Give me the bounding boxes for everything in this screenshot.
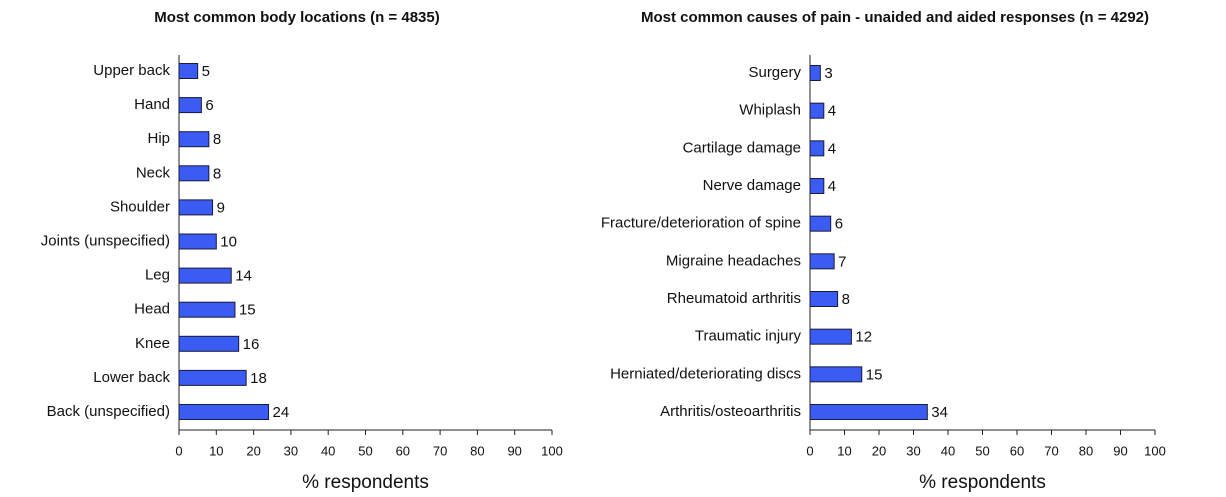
bar [178, 199, 214, 216]
data-label: 24 [273, 404, 290, 421]
bar [809, 404, 928, 420]
x-tick-label: 100 [541, 443, 563, 458]
data-label: 18 [250, 370, 267, 387]
bar [809, 65, 821, 81]
y-tick-label: Nerve damage [703, 177, 801, 194]
x-tick-label: 0 [806, 443, 813, 458]
data-label: 15 [866, 366, 883, 383]
bar [178, 335, 240, 352]
y-tick-label: Leg [145, 267, 170, 284]
x-tick-label: 20 [246, 443, 260, 458]
bar [178, 267, 232, 284]
x-tick-label: 90 [507, 443, 521, 458]
data-label: 7 [838, 253, 846, 270]
x-tick-label: 60 [396, 443, 410, 458]
data-label: 3 [824, 65, 832, 82]
data-label: 10 [220, 233, 237, 250]
y-tick-label: Traumatic injury [695, 328, 802, 345]
data-label: 16 [243, 336, 260, 353]
x-tick-label: 40 [321, 443, 335, 458]
x-tick-label: 70 [1044, 443, 1058, 458]
x-axis-label: % respondents [919, 472, 1046, 493]
y-tick-label: Upper back [93, 62, 170, 79]
bar [178, 97, 202, 114]
x-axis-label: % respondents [302, 472, 429, 493]
bar [178, 233, 217, 250]
bar [178, 369, 247, 386]
chart-title: Most common body locations (n = 4835) [154, 9, 439, 26]
data-label: 5 [202, 63, 210, 80]
data-label: 15 [239, 302, 256, 319]
y-tick-label: Migraine headaches [666, 252, 801, 269]
data-label: 6 [835, 216, 843, 233]
data-label: 4 [828, 103, 836, 120]
y-tick-label: Fracture/deterioration of spine [601, 215, 801, 232]
data-label: 8 [213, 165, 221, 182]
y-tick-label: Cartilage damage [683, 139, 801, 156]
x-tick-label: 100 [1144, 443, 1166, 458]
x-tick-label: 70 [433, 443, 447, 458]
x-tick-label: 0 [175, 443, 182, 458]
x-tick-label: 20 [872, 443, 886, 458]
data-label: 8 [213, 131, 221, 148]
x-tick-label: 60 [1010, 443, 1024, 458]
y-tick-label: Whiplash [739, 102, 801, 119]
bar [809, 253, 835, 270]
x-tick-label: 80 [470, 443, 484, 458]
bar [178, 165, 210, 182]
bar [809, 178, 825, 194]
bar [178, 63, 199, 79]
x-tick-label: 10 [209, 443, 223, 458]
bar [178, 404, 270, 420]
x-tick-label: 30 [284, 443, 298, 458]
data-label: 6 [205, 97, 213, 114]
bar [178, 131, 210, 148]
y-tick-label: Lower back [93, 369, 170, 386]
bar [809, 328, 852, 345]
x-tick-label: 50 [358, 443, 372, 458]
bar [809, 140, 825, 157]
data-label: 8 [842, 291, 850, 308]
bar [809, 291, 839, 307]
x-tick-label: 30 [906, 443, 920, 458]
x-tick-label: 50 [975, 443, 989, 458]
y-tick-label: Neck [136, 164, 171, 181]
y-tick-label: Knee [135, 335, 170, 352]
bar [809, 215, 832, 232]
y-tick-label: Back (unspecified) [47, 403, 170, 420]
y-tick-label: Hip [147, 130, 170, 147]
data-label: 12 [855, 329, 872, 346]
bar [809, 366, 863, 383]
y-tick-label: Hand [134, 96, 170, 113]
bar [809, 102, 825, 119]
x-tick-label: 80 [1079, 443, 1093, 458]
y-tick-label: Joints (unspecified) [41, 232, 170, 249]
x-tick-label: 40 [941, 443, 955, 458]
bar [178, 301, 236, 318]
y-tick-label: Herniated/deteriorating discs [610, 365, 801, 382]
y-tick-label: Head [134, 301, 170, 318]
data-label: 4 [828, 140, 836, 157]
data-label: 9 [217, 199, 225, 216]
data-label: 14 [235, 268, 252, 285]
data-label: 4 [828, 178, 836, 195]
x-tick-label: 10 [837, 443, 851, 458]
data-label: 34 [931, 404, 948, 421]
y-tick-label: Shoulder [110, 198, 170, 215]
chart-title: Most common causes of pain - unaided and… [641, 9, 1149, 26]
x-tick-label: 90 [1113, 443, 1127, 458]
y-tick-label: Rheumatoid arthritis [667, 290, 801, 307]
y-tick-label: Surgery [748, 64, 801, 81]
y-tick-label: Arthritis/osteoarthritis [660, 403, 801, 420]
